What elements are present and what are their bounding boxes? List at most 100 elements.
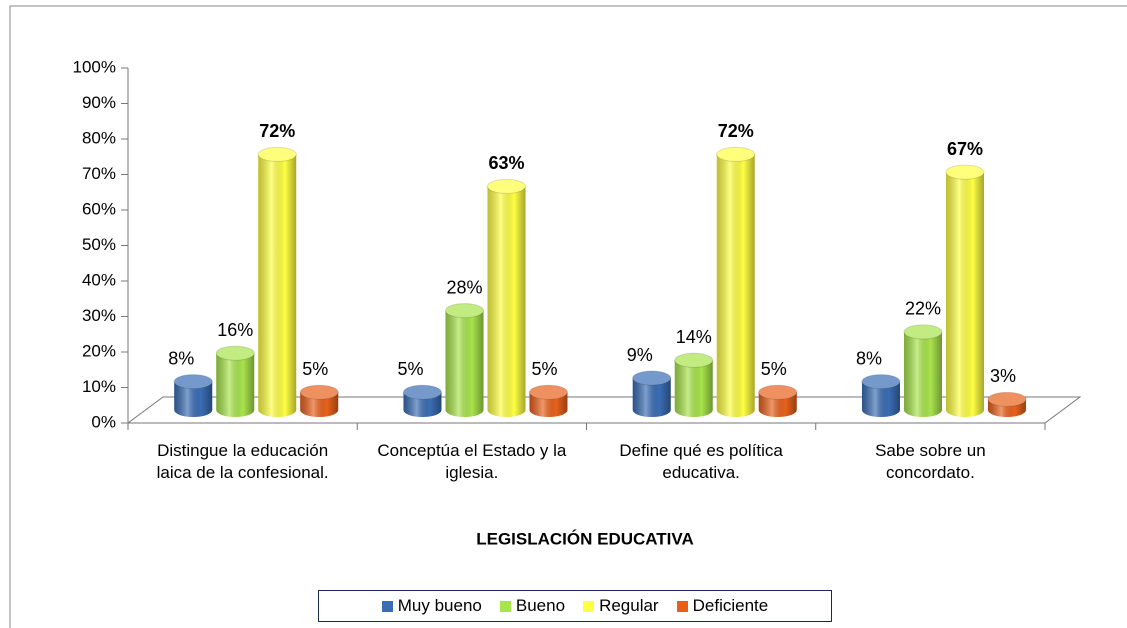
bar-top-light (403, 385, 442, 400)
bar-top (945, 164, 985, 180)
bar-top (987, 391, 1027, 407)
bar-top-light (987, 392, 1026, 407)
legend-item: Regular (583, 596, 659, 616)
bar-top (444, 303, 484, 319)
bar-top-light (445, 303, 484, 318)
value-label: 63% (488, 153, 524, 173)
y-tick-label: 20% (82, 341, 116, 360)
bar-top (758, 384, 798, 400)
bar (987, 391, 1027, 417)
value-label: 72% (718, 121, 754, 141)
bar (173, 374, 213, 417)
value-label: 5% (761, 359, 787, 379)
bar-shade (903, 331, 942, 417)
bar-top (257, 146, 297, 162)
bar-shade (445, 310, 484, 417)
legend-item: Bueno (499, 596, 565, 616)
value-label: 9% (627, 345, 653, 365)
x-tick-label: Conceptúa el Estado y la iglesia. (377, 441, 567, 482)
legend-label: Deficiente (692, 596, 769, 615)
bar (486, 178, 526, 417)
legend-item: Muy bueno (381, 596, 482, 616)
bar-top (402, 384, 442, 400)
bar (758, 384, 798, 417)
bar-top-light (716, 147, 755, 162)
bar (257, 146, 297, 417)
legend-item: Deficiente (676, 596, 769, 616)
bar-top (486, 178, 526, 194)
frame (9, 5, 1127, 628)
bar (444, 303, 484, 417)
bar-top (528, 384, 568, 400)
bar (528, 384, 568, 417)
legend-label: Muy bueno (397, 596, 482, 615)
value-label: 5% (302, 359, 328, 379)
bar-top-light (300, 385, 339, 400)
legend: Muy bueno Bueno Regular Deficiente (318, 590, 832, 622)
y-tick-label: 60% (82, 199, 116, 218)
bar-top-light (861, 374, 900, 389)
bar (299, 384, 339, 417)
bar (716, 146, 756, 417)
y-tick-label: 10% (82, 377, 116, 396)
bar-top (173, 374, 213, 390)
legend-swatch (676, 600, 688, 612)
y-tick-label: 50% (82, 235, 116, 254)
bar-top (674, 352, 714, 368)
bar-shade (861, 381, 900, 417)
bar-top-light (258, 147, 297, 162)
bar-top-light (487, 179, 526, 194)
bar-shade (403, 392, 442, 417)
bar-top-light (216, 346, 255, 361)
bar-shade (174, 381, 213, 417)
y-tick-label: 80% (82, 128, 116, 147)
bar-top-light (758, 385, 797, 400)
bar (402, 384, 442, 417)
legend-swatch (499, 600, 511, 612)
bar-top (903, 324, 943, 340)
bar-top-light (903, 324, 942, 339)
legend-swatch (583, 600, 595, 612)
bar-top-light (174, 374, 213, 389)
bar-shade (487, 186, 526, 417)
bar-top (299, 384, 339, 400)
y-tick-label: 0% (91, 412, 116, 431)
bar (903, 324, 943, 417)
x-tick-label: Define qué es política educativa. (619, 441, 783, 482)
bar (215, 345, 255, 417)
y-tick-label: 90% (82, 93, 116, 112)
value-label: 28% (446, 277, 482, 297)
bar-top (632, 370, 672, 386)
bar-shade (758, 392, 797, 417)
bar (674, 352, 714, 417)
bar-shade (674, 360, 713, 417)
bar-shade (716, 154, 755, 417)
value-label: 8% (168, 348, 194, 368)
bar-top (716, 146, 756, 162)
bar (945, 164, 985, 417)
bar-shade (945, 172, 984, 417)
value-label: 5% (531, 359, 557, 379)
bar (632, 370, 672, 417)
value-label: 5% (397, 359, 423, 379)
bar-top-light (632, 371, 671, 386)
bar-top-light (529, 385, 568, 400)
legend-label: Regular (599, 596, 659, 615)
value-label: 22% (905, 299, 941, 319)
value-label: 14% (676, 327, 712, 347)
value-label: 72% (259, 121, 295, 141)
legend-swatch (381, 600, 393, 612)
y-tick-label: 40% (82, 270, 116, 289)
bar-shade (529, 392, 568, 417)
value-label: 67% (947, 139, 983, 159)
value-label: 3% (990, 366, 1016, 386)
bar-top-light (674, 353, 713, 368)
x-tick-label: Distingue la educación laica de la confe… (156, 441, 329, 482)
x-tick-label: Sabe sobre un concordato. (875, 441, 986, 482)
y-tick-label: 70% (82, 164, 116, 183)
bar-shade (300, 392, 339, 417)
bar (861, 374, 901, 417)
y-tick-label: 100% (73, 57, 116, 76)
bar-shade (258, 154, 297, 417)
